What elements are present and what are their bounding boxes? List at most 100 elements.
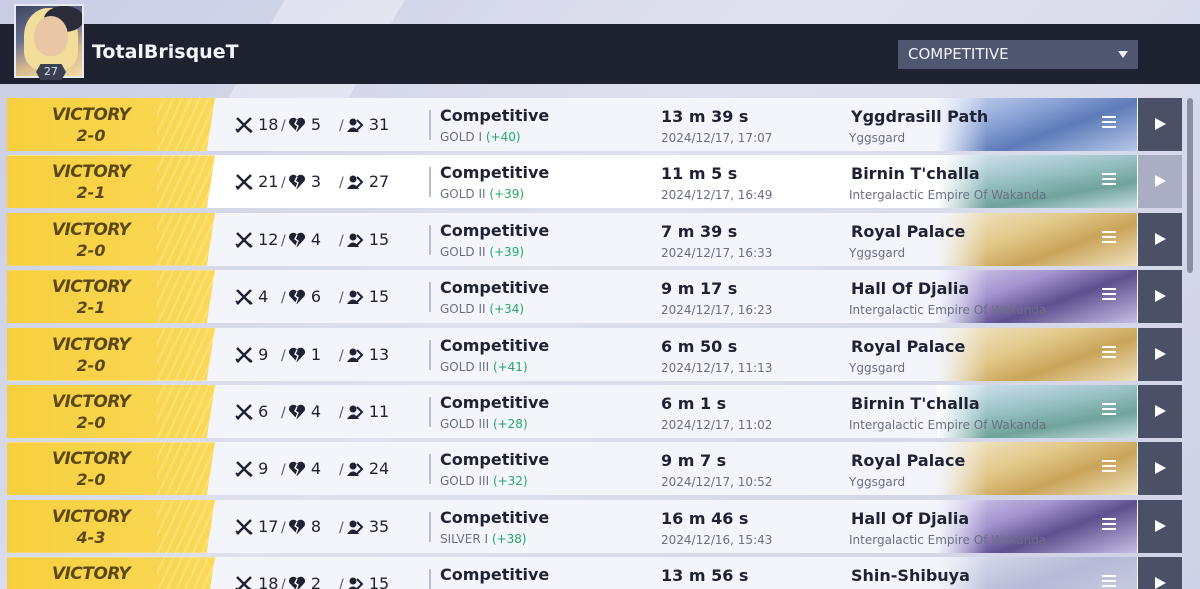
map-thumbnail [937,327,1137,381]
assists-count: 15 [368,574,390,589]
match-row[interactable]: VICTORY 18 / 2 / 15 Competitive 13 m 56 … [7,557,1182,589]
map-thumbnail [937,557,1137,589]
match-rank: GOLD I (+40) [440,130,521,144]
replay-button[interactable] [1138,557,1182,589]
match-row[interactable]: VICTORY 2-0 12 / 4 / 15 Competitive GOLD… [7,212,1182,266]
match-score: 2-0 [76,126,106,145]
map-thumbnail [937,155,1137,209]
divider [429,454,431,485]
rank-tier: GOLD I [440,130,483,144]
match-score: 4-3 [76,527,106,547]
list-scrollbar[interactable] [1187,98,1193,273]
match-row[interactable]: VICTORY 2-0 9 / 1 / 13 Competitive GOLD … [7,327,1182,381]
details-menu-icon[interactable] [1102,345,1116,360]
game-mode-dropdown[interactable]: COMPETITIVE [898,40,1138,69]
match-score: 2-0 [76,413,106,432]
match-mode: Competitive [440,335,550,355]
replay-button[interactable] [1138,155,1182,209]
assists-icon [346,287,364,306]
details-menu-icon[interactable] [1102,460,1116,474]
match-result-banner: VICTORY [7,557,215,589]
map-thumbnail [937,385,1137,438]
rank-tier: GOLD III [440,474,490,489]
map-name: Birnin T'challa [851,394,980,413]
deaths-count: 3 [310,172,321,192]
kills-count: 6 [258,402,269,421]
details-menu-icon[interactable] [1102,517,1116,532]
match-result: VICTORY [51,219,131,240]
play-icon [1155,175,1166,188]
rank-tier: GOLD III [440,359,490,374]
match-date: 2024/12/17, 10:52 [661,475,773,490]
match-result: VICTORY [51,105,131,125]
details-menu-icon[interactable] [1102,116,1116,130]
map-name: Hall Of Djalia [851,508,970,528]
rank-tier: GOLD III [440,417,490,431]
match-result-banner: VICTORY 2-0 [7,442,215,496]
rank-delta: (+34) [489,302,525,317]
replay-button[interactable] [1138,499,1182,553]
assists-icon [346,172,364,191]
match-mode: Competitive [440,565,550,585]
kills-count: 12 [258,229,279,249]
replay-button[interactable] [1138,98,1182,151]
match-rank: GOLD II (+39) [440,245,524,259]
deaths-icon [288,287,306,306]
kills-icon [235,172,253,191]
match-duration: 6 m 50 s [661,336,738,356]
player-level-badge: 27 [36,64,66,80]
map-name: Royal Palace [851,336,966,356]
match-result: VICTORY [51,334,131,355]
match-row[interactable]: VICTORY 2-1 21 / 3 / 27 Competitive GOLD… [7,155,1182,209]
replay-button[interactable] [1138,442,1182,496]
match-rank: GOLD III (+28) [440,417,528,431]
map-thumbnail [937,442,1137,496]
match-row[interactable]: VICTORY 2-0 6 / 4 / 11 Competitive GOLD … [7,385,1182,438]
rank-delta: (+39) [489,187,525,202]
match-mode: Competitive [440,507,550,527]
details-menu-icon[interactable] [1102,230,1116,245]
kills-icon [235,230,253,249]
replay-button[interactable] [1138,327,1182,381]
map-region: Intergalactic Empire Of Wakanda [849,303,1047,318]
match-row[interactable]: VICTORY 2-0 18 / 5 / 31 Competitive GOLD… [7,98,1182,151]
map-thumbnail [937,499,1137,553]
deaths-icon [288,517,306,536]
details-menu-icon[interactable] [1102,575,1116,589]
rank-tier: GOLD II [440,187,486,202]
details-menu-icon[interactable] [1102,288,1116,302]
rank-delta: (+32) [492,474,528,489]
assists-icon [346,402,364,421]
match-row[interactable]: VICTORY 4-3 17 / 8 / 35 Competitive SILV… [7,499,1182,553]
match-row[interactable]: VICTORY 2-1 4 / 6 / 15 Competitive GOLD … [7,270,1182,324]
replay-button[interactable] [1138,270,1182,324]
match-result-banner: VICTORY 2-0 [7,98,215,151]
match-result: VICTORY [51,162,131,183]
deaths-icon [288,230,306,249]
replay-button[interactable] [1138,385,1182,438]
player-username: TotalBrisqueT [92,41,239,63]
map-region: Yggsgard [849,360,906,375]
deaths-count: 5 [310,115,321,134]
divider [429,282,431,313]
deaths-count: 6 [310,287,321,307]
match-row[interactable]: VICTORY 2-0 9 / 4 / 24 Competitive GOLD … [7,442,1182,496]
match-rank: GOLD II (+39) [440,187,524,201]
kills-icon [235,287,253,306]
details-menu-icon[interactable] [1102,403,1116,417]
match-result-banner: VICTORY 4-3 [7,499,215,553]
rank-tier: SILVER I [440,531,489,546]
match-rank: SILVER I (+38) [440,532,527,546]
details-menu-icon[interactable] [1102,173,1116,187]
assists-icon [346,115,364,134]
assists-icon [346,345,364,364]
rank-delta: (+40) [485,130,521,144]
divider [429,224,431,255]
map-region: Intergalactic Empire Of Wakanda [849,532,1047,547]
replay-button[interactable] [1138,212,1182,266]
match-duration: 9 m 7 s [661,451,727,471]
map-region: Yggsgard [849,131,906,145]
rank-tier: GOLD II [440,302,486,317]
map-name: Yggdrasill Path [851,107,989,126]
player-avatar[interactable] [14,4,84,78]
